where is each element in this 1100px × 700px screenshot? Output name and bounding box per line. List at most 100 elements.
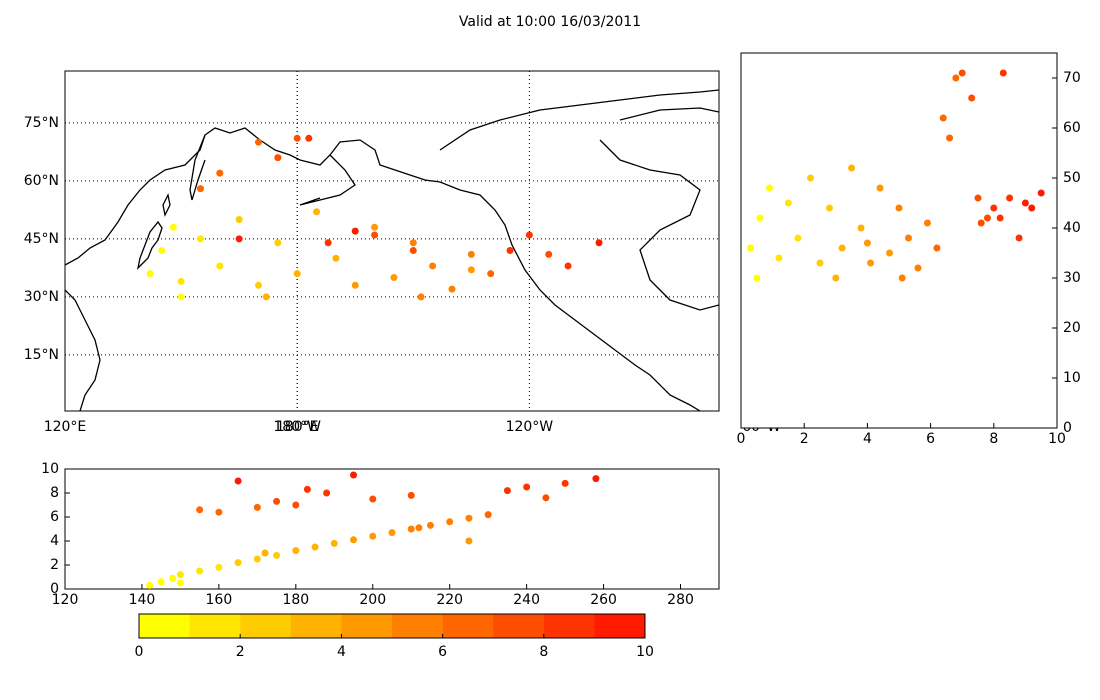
particle bbox=[999, 69, 1007, 77]
colorbar-segment bbox=[493, 614, 545, 638]
y-tick-label: 4 bbox=[50, 533, 59, 549]
y-tick-label: 45°N bbox=[24, 231, 59, 247]
y-tick-label: 8 bbox=[50, 485, 59, 501]
particle bbox=[487, 270, 495, 278]
particle bbox=[313, 208, 321, 216]
particle bbox=[545, 250, 553, 258]
particle bbox=[1021, 199, 1029, 207]
figure-title: Valid at 10:00 16/03/2011 bbox=[459, 14, 641, 30]
particle bbox=[898, 274, 906, 282]
particle bbox=[523, 483, 531, 491]
colorbar-tick-label: 4 bbox=[337, 644, 346, 660]
particle bbox=[794, 234, 802, 242]
y-tick-label: 40 bbox=[1063, 220, 1081, 236]
particle bbox=[323, 489, 331, 497]
side-panel-frame bbox=[740, 52, 1058, 429]
particle bbox=[407, 525, 415, 533]
x-tick-label: 140 bbox=[129, 592, 156, 608]
x-tick-label: 10 bbox=[1048, 431, 1066, 447]
particle bbox=[253, 503, 261, 511]
colorbar-frame bbox=[138, 613, 646, 639]
y-tick-label: 10 bbox=[1063, 370, 1081, 386]
particle bbox=[216, 169, 224, 177]
y-tick-label: 60°N bbox=[24, 173, 59, 189]
particle bbox=[1037, 189, 1045, 197]
particle bbox=[311, 543, 319, 551]
colorbar-segment bbox=[139, 614, 191, 638]
colorbar-segment bbox=[189, 614, 241, 638]
y-tick-label: 20 bbox=[1063, 320, 1081, 336]
x-tick-label: 280 bbox=[667, 592, 694, 608]
particle bbox=[146, 270, 154, 278]
particle bbox=[215, 563, 223, 571]
particle bbox=[196, 235, 204, 243]
particle bbox=[446, 518, 454, 526]
particle bbox=[254, 281, 262, 289]
particle bbox=[169, 223, 177, 231]
particle bbox=[350, 536, 358, 544]
particle bbox=[465, 537, 473, 545]
x-tick-label: 0 bbox=[737, 431, 746, 447]
particle bbox=[415, 524, 423, 532]
particle bbox=[904, 234, 912, 242]
particle bbox=[369, 495, 377, 503]
y-tick-label: 75°N bbox=[24, 115, 59, 131]
particle bbox=[876, 184, 884, 192]
particle bbox=[756, 214, 764, 222]
particle bbox=[409, 246, 417, 254]
particle bbox=[177, 293, 185, 301]
x-tick-label: 2 bbox=[800, 431, 809, 447]
particle bbox=[388, 529, 396, 537]
particle bbox=[417, 293, 425, 301]
y-tick-label: 30°N bbox=[24, 289, 59, 305]
colorbar-segment bbox=[290, 614, 342, 638]
particle bbox=[1028, 204, 1036, 212]
particle bbox=[914, 264, 922, 272]
particle bbox=[996, 214, 1004, 222]
particle bbox=[816, 259, 824, 267]
particle bbox=[990, 204, 998, 212]
particle bbox=[390, 274, 398, 282]
particle bbox=[958, 69, 966, 77]
particle bbox=[158, 246, 166, 254]
particle bbox=[234, 559, 242, 567]
particle bbox=[939, 114, 947, 122]
particle bbox=[350, 471, 358, 479]
particle bbox=[426, 521, 434, 529]
particle bbox=[407, 491, 415, 499]
x-tick-label: 120 bbox=[52, 592, 79, 608]
particle bbox=[977, 219, 985, 227]
particle bbox=[303, 485, 311, 493]
particle bbox=[825, 204, 833, 212]
particle bbox=[848, 164, 856, 172]
particle bbox=[968, 94, 976, 102]
particle bbox=[923, 219, 931, 227]
x-tick-label: 4 bbox=[863, 431, 872, 447]
colorbar-tick-label: 2 bbox=[236, 644, 245, 660]
particle bbox=[863, 239, 871, 247]
particle bbox=[235, 235, 243, 243]
particle bbox=[332, 254, 340, 262]
particle bbox=[234, 477, 242, 485]
coastlines bbox=[65, 89, 719, 411]
particle bbox=[169, 574, 177, 582]
y-tick-label: 10 bbox=[41, 461, 59, 477]
particle bbox=[1006, 194, 1014, 202]
particle bbox=[371, 223, 379, 231]
y-tick-label: 15°N bbox=[24, 347, 59, 363]
particle bbox=[409, 239, 417, 247]
particle bbox=[196, 185, 204, 193]
x-tick-label: 120°E bbox=[44, 419, 87, 435]
particle bbox=[895, 204, 903, 212]
y-tick-label: 30 bbox=[1063, 270, 1081, 286]
particle bbox=[429, 262, 437, 270]
particle bbox=[273, 551, 281, 559]
x-tick-label: 6 bbox=[926, 431, 935, 447]
particle bbox=[542, 494, 550, 502]
x-tick-label: 180°W bbox=[273, 419, 321, 435]
particle bbox=[561, 479, 569, 487]
x-tick-label: 180°E bbox=[276, 419, 319, 435]
particle bbox=[467, 266, 475, 274]
particle bbox=[595, 239, 603, 247]
colorbar-tick-label: 6 bbox=[438, 644, 447, 660]
